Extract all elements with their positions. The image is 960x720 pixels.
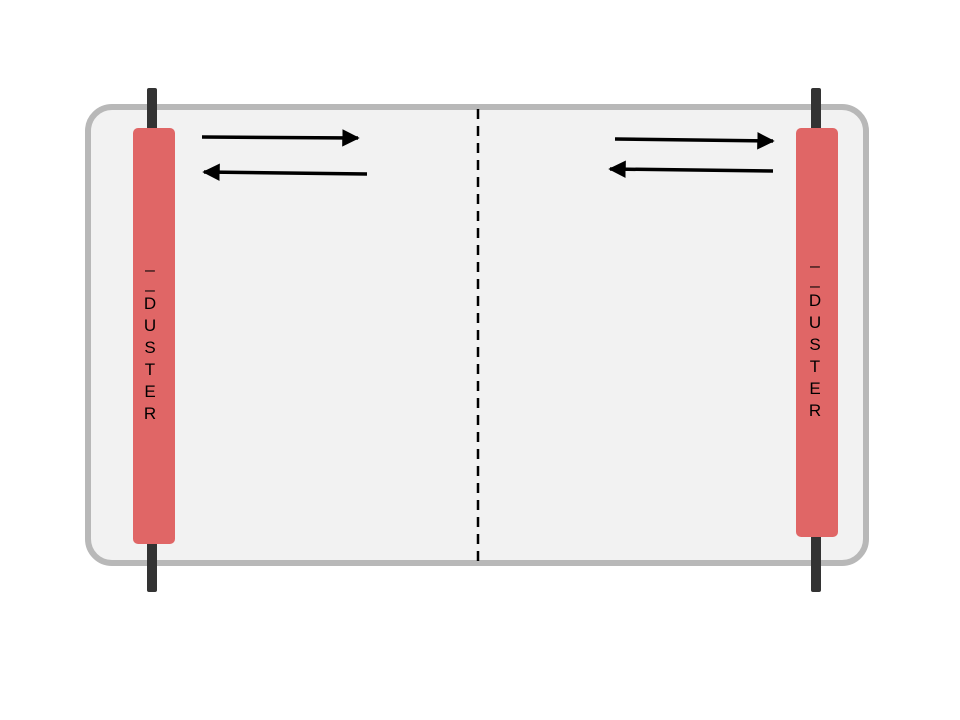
arrow-right-top-right [614,132,775,150]
arrow-left-bottom-right [608,160,774,178]
duster-letter: U [144,316,156,335]
duster-body [133,128,175,544]
duster-letter: E [809,379,820,398]
arrow-right-top-left [201,129,360,147]
duster-letter: T [810,357,820,376]
duster-letter: D [809,291,821,310]
duster-letter: T [145,360,155,379]
duster-letter: D [144,294,156,313]
duster-mark-2: _ [809,269,820,288]
duster-mark-1: _ [809,249,820,268]
duster-mark-2: _ [144,273,155,292]
duster-letter: R [809,401,821,420]
duster-letter: U [809,313,821,332]
duster-mark-1: _ [144,253,155,272]
arrow-left-bottom-left [202,163,368,181]
duster-letter: E [144,382,155,401]
duster-body [796,128,838,537]
duster-letter: S [144,338,155,357]
duster-letter: S [809,335,820,354]
duster-left[interactable]: _ _ D U S T E R [133,88,175,592]
duster-right[interactable]: _ _ D U S T E R [796,88,838,592]
duster-letter: R [144,404,156,423]
